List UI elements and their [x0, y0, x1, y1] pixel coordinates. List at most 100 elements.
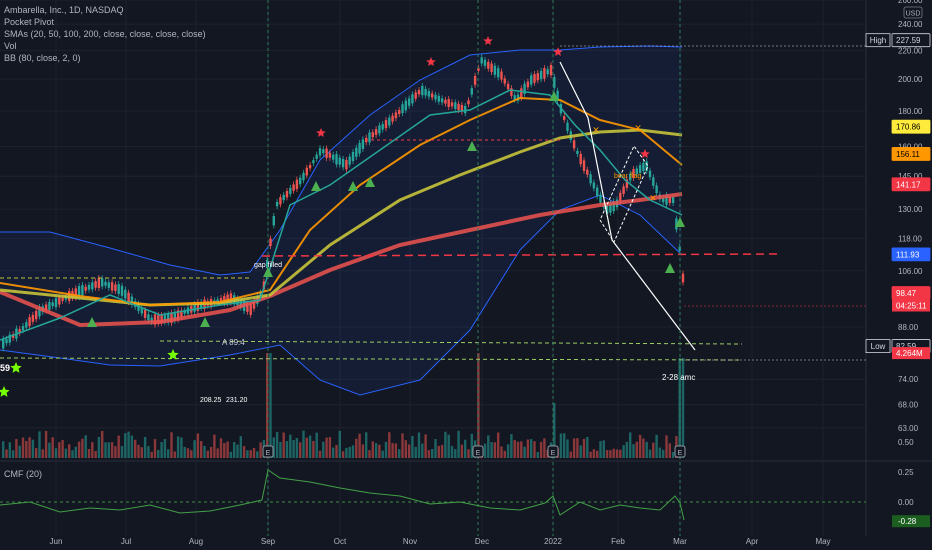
volume-bar — [252, 447, 256, 458]
candle-body — [167, 314, 170, 323]
volume-bar — [470, 433, 473, 458]
candle-body — [665, 195, 668, 205]
candle-body — [543, 68, 546, 79]
candle-body — [510, 88, 513, 96]
volume-bar — [289, 434, 292, 458]
price-tag-text-5: 98.47 — [896, 289, 917, 298]
cmf-tag-text: -0.28 — [898, 517, 917, 526]
candle-body — [450, 102, 454, 107]
price-tag-text-4: 111.93 — [896, 250, 920, 259]
volume-bar — [77, 441, 81, 458]
candle-body — [173, 311, 176, 321]
volume-bar — [117, 435, 120, 458]
volume-bar — [533, 441, 536, 458]
volume-bar — [648, 449, 652, 458]
sma-200-line — [0, 192, 683, 328]
volume-bar — [592, 449, 596, 458]
candle-body — [361, 139, 365, 149]
sma-20-line — [0, 89, 683, 341]
candle-body — [523, 83, 526, 94]
volume-bar — [536, 451, 539, 458]
volume-bar — [21, 437, 25, 458]
volume-bar — [559, 433, 563, 458]
volume-bar — [325, 437, 328, 458]
legend-pocket-pivot[interactable]: Pocket Pivot — [4, 17, 55, 27]
price-axis-label-14: 240.00 — [898, 20, 923, 29]
candle-body — [530, 75, 533, 85]
legend-title[interactable]: Ambarella, Inc., 1D, NASDAQ — [4, 5, 124, 15]
x-axis-label-11: May — [815, 537, 830, 546]
volume-bar — [256, 451, 259, 458]
candle-body — [38, 307, 41, 317]
candle-body — [556, 90, 559, 101]
candle-body — [28, 317, 31, 327]
volume-bar — [200, 441, 203, 458]
volume-bar — [526, 439, 530, 458]
candle-body — [44, 304, 48, 311]
volume-bar — [74, 446, 77, 458]
volume-bar — [493, 442, 497, 458]
candle-body — [506, 83, 510, 90]
candle-body — [572, 140, 576, 149]
price-tag-text-6: 82.59 — [896, 342, 917, 351]
volume-bar — [464, 439, 467, 458]
price-tag-3 — [891, 177, 931, 192]
volume-bar — [97, 437, 101, 458]
volume-bar — [437, 445, 440, 458]
candle-body — [355, 147, 358, 157]
volume-bar — [137, 444, 140, 458]
candle-body — [424, 88, 427, 96]
candle-body — [622, 186, 625, 194]
volume-bar — [246, 450, 249, 458]
cmf-axis-label-0: 0.50 — [898, 438, 914, 447]
volume-bar — [11, 450, 15, 458]
candle-body — [563, 116, 566, 120]
candle-body — [384, 120, 388, 129]
candle-body — [269, 238, 272, 247]
volume-bar — [589, 451, 592, 458]
legend-bb[interactable]: BB (80, close, 2, 0) — [4, 53, 81, 63]
level-line-118 — [261, 253, 781, 257]
x-axis-label-7: 2022 — [544, 537, 562, 546]
bear-flag-channel — [599, 144, 649, 244]
x-marker-1: ✕ — [634, 123, 642, 133]
legend-vol[interactable]: Vol — [4, 41, 17, 51]
candle-body — [236, 298, 239, 306]
volume-bar — [374, 443, 378, 458]
volume-bar — [153, 439, 157, 458]
annotation-208-25: 208.25 — [200, 397, 222, 404]
cmf-title[interactable]: CMF (20) — [4, 469, 42, 479]
chart-legend: Ambarella, Inc., 1D, NASDAQ Pocket Pivot… — [4, 4, 206, 64]
volume-bar — [160, 441, 163, 458]
candle-body — [157, 315, 160, 324]
candle-body — [74, 288, 77, 298]
volume-bar — [500, 446, 503, 458]
volume-bar — [94, 450, 97, 458]
volume-bar — [299, 442, 302, 458]
candle-body — [460, 104, 464, 112]
candle-body — [275, 201, 279, 207]
legend-smas[interactable]: SMAs (20, 50, 100, 200, close, close, cl… — [4, 29, 206, 39]
volume-bar — [414, 446, 417, 458]
volume-bar — [586, 437, 589, 458]
candle-body — [394, 112, 398, 119]
candle-body — [592, 182, 596, 189]
volume-bar — [368, 450, 371, 458]
price-axis-label-15: 260.00 — [898, 0, 923, 5]
pocket-pivot-marker-7 — [549, 91, 559, 101]
volume-bar — [167, 449, 170, 458]
countdown-text: 04:25:11 — [896, 302, 927, 311]
candle-body — [117, 284, 120, 294]
volume-bar — [305, 437, 308, 458]
volume-bar — [513, 440, 516, 458]
candle-body — [252, 301, 256, 309]
price-tag-text-2: 156.11 — [896, 150, 920, 159]
candle-body — [318, 148, 322, 156]
candle-body — [586, 169, 589, 175]
countdown-tag — [892, 299, 930, 312]
x-axis-label-10: Apr — [746, 537, 759, 546]
volume-bar — [229, 451, 233, 458]
volume-bar — [2, 441, 5, 458]
